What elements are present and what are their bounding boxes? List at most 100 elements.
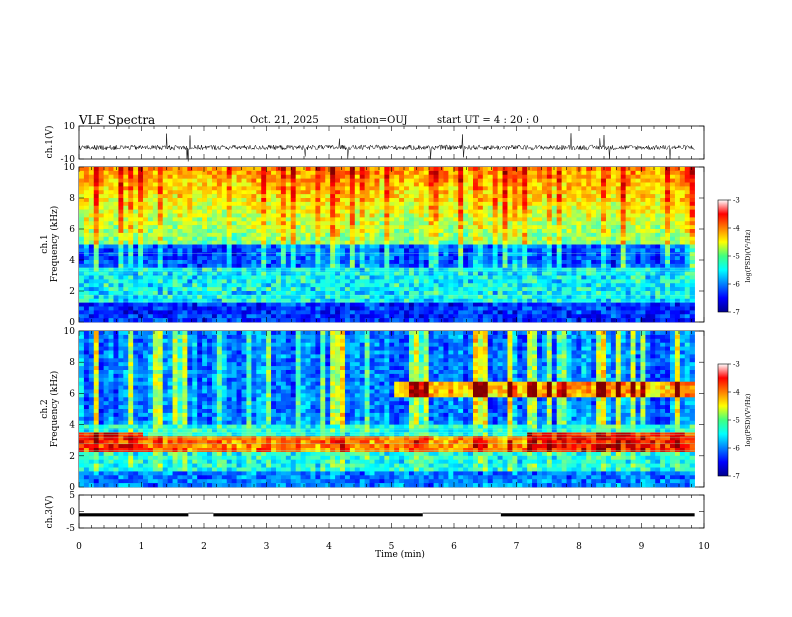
spectrogram-cell	[226, 217, 232, 222]
spectrogram-cell	[492, 213, 498, 218]
spectrogram-cell	[404, 209, 410, 214]
spectrogram-cell	[389, 260, 395, 265]
spectrogram-cell	[497, 225, 503, 230]
spectrogram-cell	[271, 287, 277, 292]
spectrogram-cell	[492, 201, 498, 207]
spectrogram-cell	[157, 201, 164, 207]
spectrogram-cell	[276, 178, 282, 183]
spectrogram-cell	[197, 287, 203, 292]
spectrogram-cell	[305, 221, 311, 226]
spectrogram-cell	[216, 298, 223, 303]
spectrogram-cell	[138, 201, 144, 207]
spectrogram-cell	[689, 178, 695, 183]
spectrogram-cell	[103, 182, 109, 187]
spectrogram-cell	[576, 170, 582, 176]
spectrogram-cell	[468, 283, 474, 288]
spectrogram-cell	[428, 263, 434, 269]
spectrogram-cell	[231, 182, 237, 187]
spectrogram-cell	[497, 279, 503, 284]
spectrogram-cell	[216, 225, 223, 230]
spectrogram-cell	[167, 302, 173, 307]
spectrogram-cell	[147, 302, 154, 307]
spectrogram-cell	[276, 275, 282, 280]
spectrogram-cell	[404, 186, 410, 191]
spectrogram-cell	[670, 279, 676, 284]
spectrogram-cell	[458, 271, 464, 276]
spectrogram-cell	[620, 248, 626, 253]
spectrogram-cell	[468, 298, 474, 303]
spectrogram-cell	[118, 170, 124, 176]
spectrogram-cell	[231, 275, 237, 280]
spectrogram-cell	[79, 209, 85, 214]
spectrogram-cell	[473, 236, 479, 241]
spectrogram-cell	[251, 186, 257, 191]
spectrogram-cell	[546, 267, 553, 272]
spectrogram-cell	[546, 182, 553, 187]
spectrogram-cell	[566, 205, 572, 210]
spectrogram-cell	[280, 178, 287, 183]
spectrogram-cell	[182, 186, 188, 191]
spectrogram-cell	[374, 252, 380, 257]
spectrogram-cell	[620, 178, 626, 183]
spectrogram-cell	[290, 178, 296, 183]
spectrogram-cell	[143, 182, 149, 187]
spectrogram-cell	[280, 221, 287, 226]
spectrogram-cell	[246, 267, 252, 272]
spectrogram-cell	[556, 267, 562, 272]
spectrogram-cell	[546, 252, 553, 257]
spectrogram-cell	[280, 263, 287, 269]
spectrogram-cell	[601, 229, 607, 234]
spectrogram-cell	[147, 306, 154, 311]
spectrogram-cell	[118, 244, 124, 249]
spectrogram-cell	[571, 298, 577, 303]
spectrogram-cell	[305, 213, 311, 218]
spectrogram-cell	[635, 294, 641, 300]
spectrogram-cell	[394, 229, 400, 234]
spectrogram-cell	[118, 236, 124, 241]
spectrogram-cell	[645, 232, 651, 238]
spectrogram-cell	[310, 252, 316, 257]
spectrogram-cell	[502, 314, 508, 319]
spectrogram-cell	[207, 294, 213, 300]
spectrogram-cell	[448, 244, 454, 249]
spectrogram-cell	[601, 174, 607, 179]
spectrogram-cell	[335, 236, 341, 241]
spectrogram-cell	[689, 260, 695, 265]
spectrogram-cell	[610, 174, 617, 179]
spectrogram-cell	[315, 291, 321, 296]
spectrogram-cell	[310, 209, 316, 214]
spectrogram-cell	[192, 267, 198, 272]
spectrogram-cell	[571, 221, 577, 226]
spectrogram-cell	[448, 236, 454, 241]
spectrogram-cell	[674, 302, 681, 307]
spectrogram-cell	[630, 279, 636, 284]
spectrogram-cell	[256, 314, 262, 319]
spectrogram-cell	[147, 260, 154, 265]
spectrogram-cell	[601, 198, 607, 203]
spectrogram-cell	[177, 302, 183, 307]
spectrogram-cell	[556, 190, 562, 195]
spectrogram-cell	[162, 190, 168, 195]
spectrogram-cell	[113, 194, 119, 199]
spectrogram-cell	[374, 178, 380, 183]
spectrogram-cell	[123, 275, 129, 280]
spectrogram-cell	[443, 283, 449, 288]
spectrogram-cell	[556, 205, 562, 210]
spectrogram-cell	[591, 182, 597, 187]
spectrogram-cell	[374, 174, 380, 179]
spectrogram-cell	[88, 178, 95, 183]
spectrogram-cell	[556, 170, 562, 176]
spectrogram-cell	[202, 182, 208, 187]
spectrogram-cell	[266, 302, 272, 307]
spectrogram-cell	[216, 302, 223, 307]
spectrogram-cell	[330, 256, 336, 261]
spectrogram-cell	[660, 275, 666, 280]
spectrogram-cell	[241, 174, 247, 179]
spectrogram-cell	[98, 275, 104, 280]
spectrogram-cell	[517, 256, 523, 261]
spectrogram-cell	[325, 279, 331, 284]
spectrogram-cell	[192, 275, 198, 280]
spectrogram-cell	[389, 225, 395, 230]
spectrogram-cell	[482, 167, 489, 172]
spectrogram-cell	[266, 232, 272, 238]
